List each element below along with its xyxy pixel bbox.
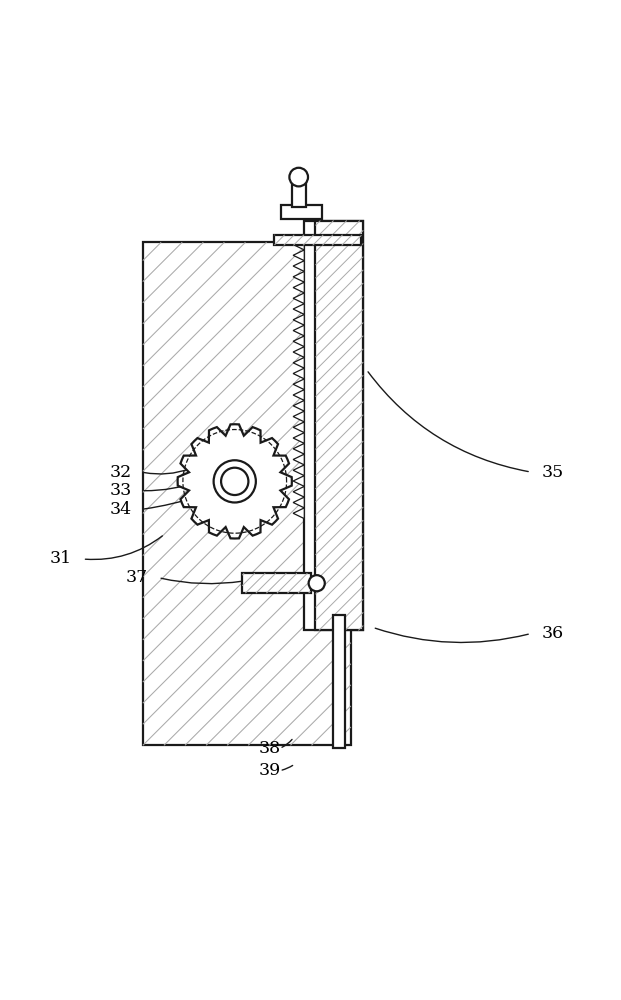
Polygon shape [293,261,304,271]
Polygon shape [304,221,363,630]
Text: 36: 36 [542,625,564,642]
Polygon shape [333,615,345,748]
Polygon shape [293,400,304,411]
Text: 31: 31 [50,550,72,567]
Polygon shape [281,205,322,219]
Polygon shape [292,182,306,207]
Polygon shape [293,314,304,325]
Text: 32: 32 [110,464,132,481]
Text: 37: 37 [125,569,148,586]
Polygon shape [293,422,304,433]
Polygon shape [293,379,304,390]
Polygon shape [178,424,292,539]
Text: 39: 39 [259,762,281,779]
Circle shape [221,468,248,495]
Text: 35: 35 [542,464,564,481]
Polygon shape [293,304,304,314]
Text: 38: 38 [259,740,281,757]
Polygon shape [293,390,304,400]
Polygon shape [315,221,363,630]
Polygon shape [293,443,304,454]
Circle shape [289,168,308,186]
Polygon shape [293,347,304,357]
Circle shape [309,575,325,591]
Text: 33: 33 [110,482,132,499]
Polygon shape [293,486,304,497]
Polygon shape [293,433,304,443]
Polygon shape [293,271,304,282]
Polygon shape [143,242,351,745]
Polygon shape [293,465,304,476]
Polygon shape [293,411,304,422]
Polygon shape [293,239,304,250]
Polygon shape [242,573,310,593]
Polygon shape [274,235,361,245]
Circle shape [214,460,256,502]
Polygon shape [293,336,304,347]
Polygon shape [293,293,304,304]
Polygon shape [293,454,304,465]
Polygon shape [293,282,304,293]
Polygon shape [293,508,304,519]
Polygon shape [293,497,304,508]
Polygon shape [293,476,304,486]
Polygon shape [293,368,304,379]
Polygon shape [293,325,304,336]
Polygon shape [293,357,304,368]
Text: 34: 34 [110,501,132,518]
Polygon shape [293,250,304,261]
